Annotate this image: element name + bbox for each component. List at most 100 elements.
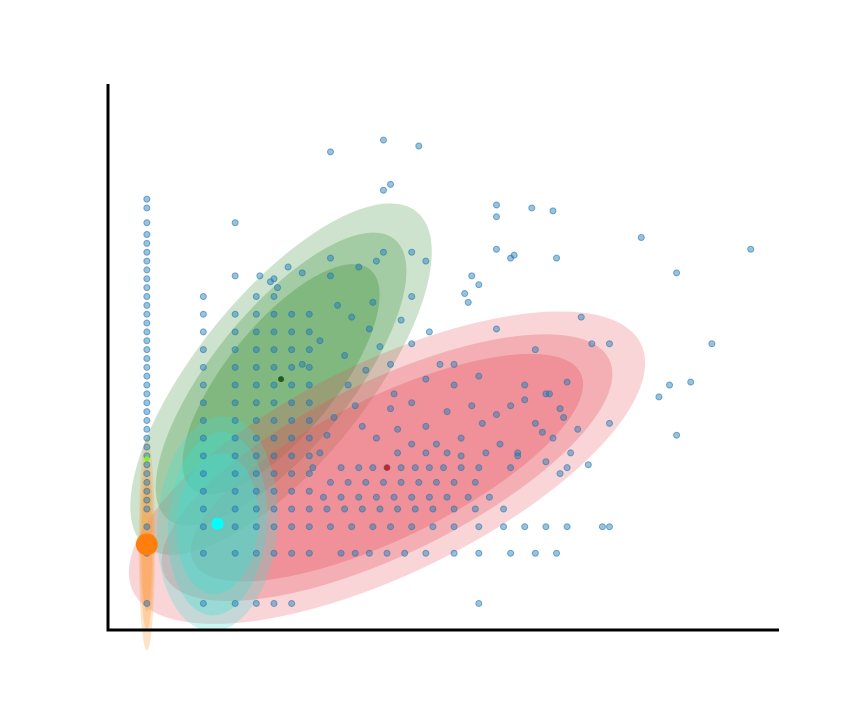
- data-point: [316, 449, 324, 457]
- data-point: [199, 452, 207, 460]
- data-point: [563, 378, 571, 386]
- data-point: [252, 470, 260, 478]
- data-point: [432, 478, 440, 486]
- data-point: [351, 549, 359, 557]
- data-point: [231, 328, 239, 336]
- data-point: [199, 549, 207, 557]
- data-point: [231, 505, 239, 513]
- data-point: [422, 549, 430, 557]
- data-point: [231, 487, 239, 495]
- data-point: [143, 390, 151, 398]
- data-point: [344, 381, 352, 389]
- data-point: [390, 493, 398, 501]
- data-point: [401, 549, 409, 557]
- data-point: [376, 343, 384, 351]
- point-layer: [143, 136, 755, 607]
- data-point: [143, 231, 151, 239]
- data-point: [143, 292, 151, 300]
- data-point: [266, 278, 274, 286]
- data-point: [408, 399, 416, 407]
- data-point: [305, 310, 313, 318]
- data-point: [415, 142, 423, 150]
- data-point: [344, 478, 352, 486]
- data-point: [326, 254, 334, 262]
- data-point: [143, 381, 151, 389]
- data-point: [270, 346, 278, 354]
- data-point: [199, 310, 207, 318]
- data-point: [270, 310, 278, 318]
- data-point: [143, 434, 151, 442]
- data-point: [408, 440, 416, 448]
- data-point: [341, 352, 349, 360]
- data-point: [475, 464, 483, 472]
- data-point: [270, 416, 278, 424]
- data-point: [288, 399, 296, 407]
- data-point: [605, 340, 613, 348]
- data-point: [305, 549, 313, 557]
- data-point: [270, 434, 278, 442]
- data-point: [429, 505, 437, 513]
- data-point: [556, 405, 564, 413]
- data-point: [422, 422, 430, 430]
- data-point: [450, 381, 458, 389]
- data-point: [376, 505, 384, 513]
- data-point: [422, 375, 430, 383]
- data-point: [143, 478, 151, 486]
- data-point: [574, 425, 582, 433]
- data-point: [500, 505, 508, 513]
- data-point: [673, 431, 681, 439]
- data-point: [531, 549, 539, 557]
- data-point: [199, 363, 207, 371]
- data-point: [143, 284, 151, 292]
- data-point: [379, 478, 387, 486]
- data-point: [563, 523, 571, 531]
- data-point: [387, 180, 395, 188]
- data-point: [637, 233, 645, 241]
- data-point: [143, 337, 151, 345]
- data-point: [492, 325, 500, 333]
- data-point: [355, 263, 363, 271]
- data-point: [231, 452, 239, 460]
- data-point: [326, 272, 334, 280]
- data-point: [270, 452, 278, 460]
- data-point: [288, 346, 296, 354]
- data-point: [231, 363, 239, 371]
- data-point: [538, 428, 546, 436]
- data-point: [379, 186, 387, 194]
- data-point: [464, 298, 472, 306]
- data-point: [422, 257, 430, 265]
- data-point: [143, 443, 151, 451]
- data-point: [531, 346, 539, 354]
- data-point: [468, 272, 476, 280]
- data-point: [288, 328, 296, 336]
- data-point: [588, 340, 596, 348]
- data-point: [425, 328, 433, 336]
- data-point: [450, 478, 458, 486]
- data-point: [408, 493, 416, 501]
- data-point: [394, 505, 402, 513]
- data-point: [531, 419, 539, 427]
- data-point: [252, 416, 260, 424]
- data-point: [143, 599, 151, 607]
- data-point: [231, 416, 239, 424]
- data-point: [231, 346, 239, 354]
- data-point: [337, 493, 345, 501]
- data-point: [492, 213, 500, 221]
- data-point: [252, 549, 260, 557]
- data-point: [341, 505, 349, 513]
- data-point: [231, 434, 239, 442]
- data-point: [143, 487, 151, 495]
- data-point: [605, 419, 613, 427]
- data-point: [270, 363, 278, 371]
- data-point: [397, 478, 405, 486]
- data-point: [143, 523, 151, 531]
- data-point: [369, 523, 377, 531]
- data-point: [457, 452, 465, 460]
- data-point: [252, 434, 260, 442]
- data-point: [351, 402, 359, 410]
- data-point: [270, 505, 278, 513]
- data-point: [143, 346, 151, 354]
- data-point: [394, 425, 402, 433]
- data-point: [288, 363, 296, 371]
